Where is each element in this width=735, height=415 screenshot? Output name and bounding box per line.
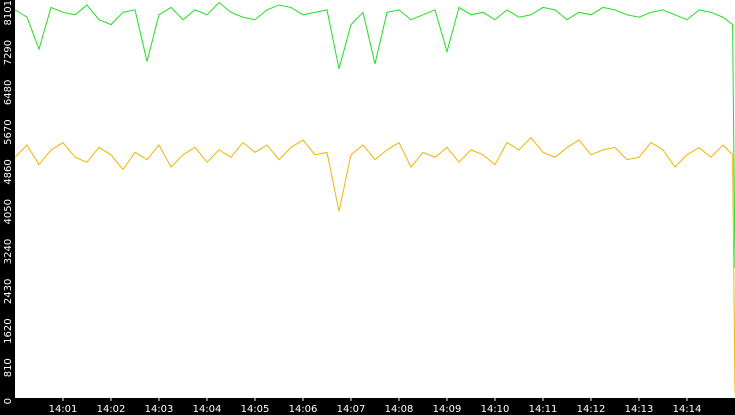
y-tick-label: 5670 (3, 119, 14, 144)
series-line (14, 1, 735, 268)
y-tick-label: 2430 (3, 279, 14, 304)
y-tick-label: 4860 (3, 159, 14, 184)
x-tick-label: 14:07 (337, 404, 366, 415)
x-tick-label: 14:08 (385, 404, 414, 415)
x-tick-label: 14:13 (625, 404, 654, 415)
x-tick-label: 14:01 (49, 404, 78, 415)
y-tick-label: 810 (3, 358, 14, 377)
x-tick-label: 14:06 (289, 404, 318, 415)
y-tick-label: 0 (3, 398, 14, 404)
x-tick-label: 14:14 (673, 404, 702, 415)
y-tick-label: 8101 (3, 0, 14, 25)
y-tick-label: 7290 (3, 40, 14, 65)
y-tick-label: 6480 (3, 80, 14, 105)
x-tick-label: 14:05 (241, 404, 270, 415)
x-tick-label: 14:11 (529, 404, 558, 415)
y-tick-label: 1620 (3, 318, 14, 343)
y-tick-label: 3240 (3, 239, 14, 264)
x-tick-label: 14:04 (193, 404, 222, 415)
y-tick-label: 4050 (3, 199, 14, 224)
x-tick-label: 14:02 (97, 404, 126, 415)
x-tick-label: 14:09 (433, 404, 462, 415)
x-tick-label: 14:12 (577, 404, 606, 415)
series-line (14, 136, 735, 394)
x-tick-label: 14:03 (145, 404, 174, 415)
x-tick-label: 14:10 (481, 404, 510, 415)
plot-area (15, 0, 735, 398)
